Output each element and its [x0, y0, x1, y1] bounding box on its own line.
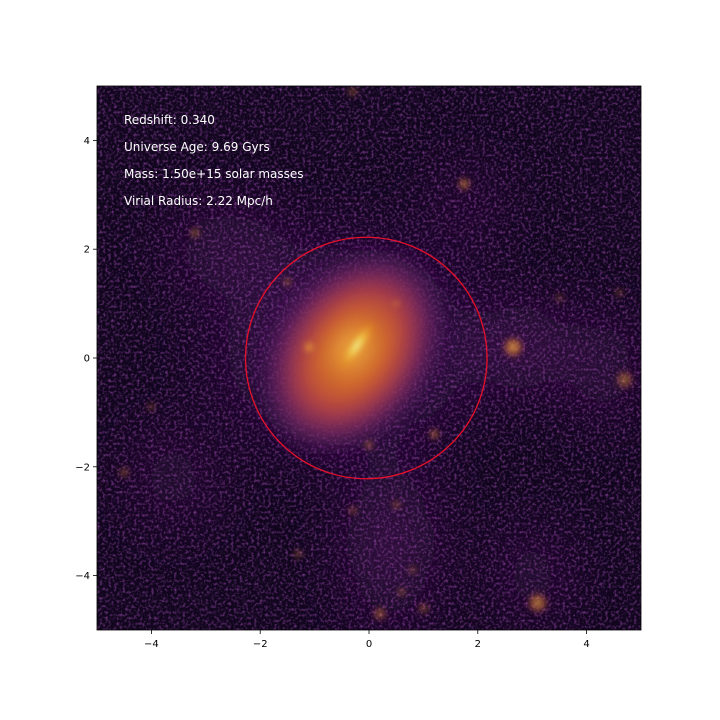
subhalo: [145, 401, 157, 413]
halo-annotations: Redshift: 0.340 Universe Age: 9.69 Gyrs Ma…: [124, 113, 304, 208]
x-tick-label: −2: [253, 639, 268, 650]
subhalo: [281, 276, 293, 288]
x-axis: −4 −2 0 2 4: [144, 630, 590, 650]
subhalo: [525, 590, 550, 615]
subhalo: [501, 335, 526, 360]
subhalo: [363, 439, 375, 451]
y-axis: −4 −2 0 2 4: [75, 136, 97, 582]
subhalo: [416, 601, 430, 615]
subhalo: [292, 548, 304, 560]
subhalo: [407, 564, 418, 576]
x-tick-label: 4: [583, 639, 589, 650]
subhalo: [301, 338, 318, 356]
y-tick-label: 2: [84, 245, 90, 256]
subhalo: [456, 176, 472, 192]
main-halo-core: [338, 320, 376, 371]
subhalo: [347, 504, 359, 516]
x-tick-label: 0: [366, 639, 372, 650]
subhalo: [390, 499, 402, 511]
annotation-radius: Virial Radius: 2.22 Mpc/h: [124, 194, 273, 208]
subhalo: [613, 287, 625, 299]
subhalo: [117, 465, 131, 479]
subhalo: [553, 292, 565, 304]
annotation-age: Universe Age: 9.69 Gyrs: [124, 140, 270, 154]
y-tick-label: −4: [75, 571, 90, 582]
subhalo: [427, 427, 441, 441]
subhalo: [371, 605, 389, 622]
y-tick-label: −2: [75, 462, 90, 473]
density-map: [97, 86, 641, 630]
subhalo: [188, 226, 202, 240]
subhalo: [613, 368, 636, 391]
annotation-mass: Mass: 1.50e+15 solar masses: [124, 167, 304, 181]
y-tick-label: 4: [84, 136, 90, 147]
subhalo: [396, 586, 408, 598]
x-tick-label: −4: [144, 639, 159, 650]
annotation-redshift: Redshift: 0.340: [124, 113, 215, 127]
y-tick-label: 0: [84, 354, 90, 365]
subhalo: [346, 86, 360, 98]
virial-radius-circle: [244, 236, 488, 480]
subhalo: [390, 298, 402, 310]
x-tick-label: 2: [475, 639, 481, 650]
